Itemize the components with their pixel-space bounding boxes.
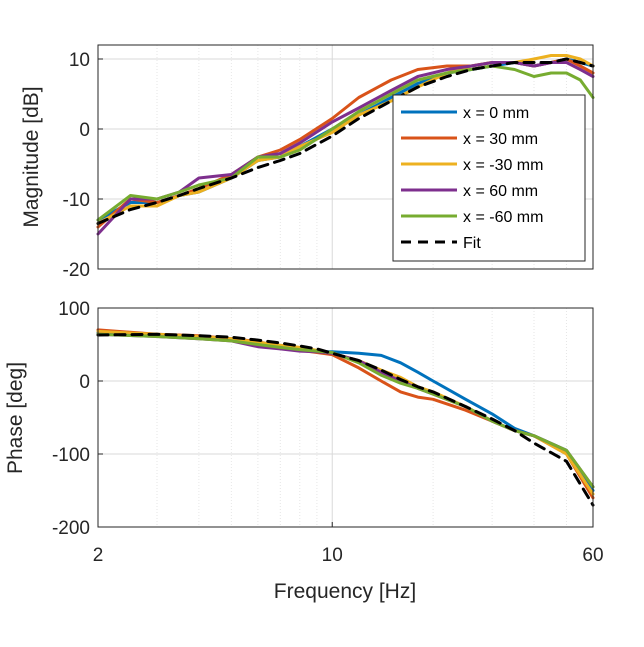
phase-y-axis-label: Phase [deg]	[4, 362, 27, 474]
legend-label: x = 30 mm	[463, 131, 538, 148]
magnitude-y-tick-label: -10	[63, 190, 90, 211]
phase-panel: 100 0 -100 -200 2 10 60 Phase [deg] Frequency…	[4, 299, 604, 603]
legend-label: x = -30 mm	[463, 157, 543, 174]
phase-y-tick-label: -200	[52, 518, 90, 539]
legend-items: x = 0 mm x = 30 mm x = -30 mm x = 60 mm x = …	[401, 105, 543, 252]
legend-label: x = -60 mm	[463, 209, 543, 226]
magnitude-y-ticks: 10 0 -10 -20	[63, 50, 103, 281]
magnitude-y-tick-label: 0	[79, 120, 90, 141]
legend-label: x = 0 mm	[463, 105, 529, 122]
legend-item-fit: Fit	[401, 235, 481, 252]
magnitude-y-axis-label: Magnitude [dB]	[20, 86, 43, 227]
phase-y-tick-label: 100	[58, 299, 90, 320]
phase-y-tick-label: 0	[79, 372, 90, 393]
phase-y-ticks: 100 0 -100 -200	[52, 299, 103, 539]
magnitude-series-x-30-mm	[96, 54, 595, 225]
legend-item-x-0-mm: x = 0 mm	[401, 105, 529, 122]
legend-item-x-30-mm: x = 30 mm	[401, 131, 538, 148]
legend-item-x-30-mm: x = -30 mm	[401, 157, 543, 174]
phase-x-tick-label: 10	[322, 545, 343, 566]
phase-series-group	[96, 328, 595, 507]
phase-x-ticks: 2 10 60	[93, 522, 604, 566]
legend-label: x = 60 mm	[463, 183, 538, 200]
magnitude-y-tick-label: -20	[63, 260, 90, 281]
legend-box	[392, 94, 586, 262]
legend-item-x-60-mm: x = -60 mm	[401, 209, 543, 226]
phase-x-tick-label: 2	[93, 545, 104, 566]
magnitude-panel: 10 0 -10 -20 Magnitude [dB] x = 0 mm x = 30 …	[20, 44, 595, 281]
legend-label: Fit	[463, 235, 481, 252]
magnitude-y-tick-label: 10	[69, 50, 90, 71]
phase-x-tick-label: 60	[582, 545, 603, 566]
legend-item-x-60-mm: x = 60 mm	[401, 183, 538, 200]
phase-axes-frame	[97, 307, 594, 528]
phase-axes-background	[98, 308, 593, 527]
legend: x = 0 mm x = 30 mm x = -30 mm x = 60 mm x = …	[392, 94, 586, 262]
magnitude-axes-frame	[97, 44, 594, 270]
phase-y-tick-label: -100	[52, 445, 90, 466]
phase-series-fit	[96, 332, 595, 507]
magnitude-series-x-60-mm	[96, 61, 595, 236]
magnitude-series-x-60-mm	[96, 64, 595, 222]
magnitude-series-group	[96, 54, 595, 236]
frequency-x-axis-label: Frequency [Hz]	[274, 580, 416, 603]
magnitude-series-fit	[96, 57, 595, 225]
